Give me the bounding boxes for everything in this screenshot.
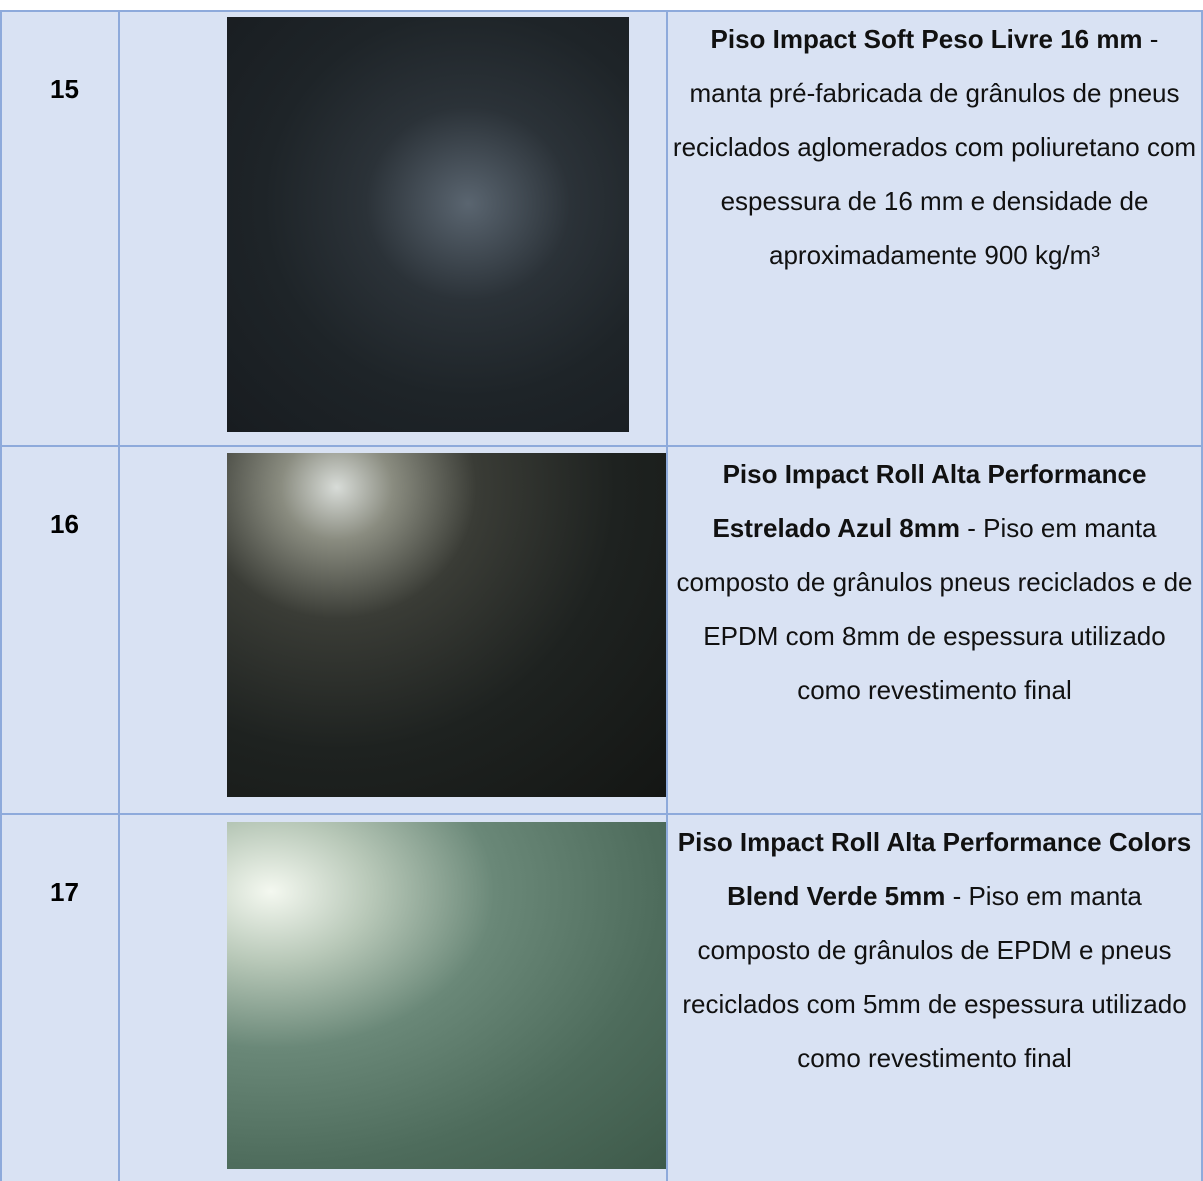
product-title: Piso Impact Roll Alta Performance Colors… — [677, 827, 1192, 911]
product-title: Piso Impact Roll Alta Performance Estrel… — [712, 459, 1147, 543]
row-number: 16 — [50, 509, 79, 539]
row-number-cell: 15 — [0, 10, 120, 447]
product-description: - manta pré-fabricada de grânulos de pne… — [672, 24, 1197, 270]
row-number-cell: 17 — [0, 813, 120, 1181]
image-cell — [118, 445, 668, 815]
row-number-cell: 16 — [0, 445, 120, 815]
product-description: - Piso em manta composto de grânulos de … — [682, 881, 1187, 1073]
floor-photo — [227, 17, 629, 432]
image-cell — [118, 813, 668, 1181]
table-row: 17 Piso Impact Roll Alta Performance Col… — [0, 813, 1203, 1181]
row-number: 17 — [50, 877, 79, 907]
description-cell: Piso Impact Roll Alta Performance Colors… — [666, 813, 1203, 1181]
product-description: - Piso em manta composto de grânulos pne… — [676, 513, 1193, 705]
product-title: Piso Impact Soft Peso Livre 16 mm — [710, 24, 1143, 54]
description-cell: Piso Impact Soft Peso Livre 16 mm - mant… — [666, 10, 1203, 447]
floor-photo — [227, 822, 666, 1169]
product-table: 15 Piso Impact Soft Peso Livre 16 mm - m… — [0, 10, 1203, 1181]
table-row: 15 Piso Impact Soft Peso Livre 16 mm - m… — [0, 10, 1203, 447]
image-cell — [118, 10, 668, 447]
row-number: 15 — [50, 74, 79, 104]
floor-photo — [227, 453, 666, 797]
table-row: 16 Piso Impact Roll Alta Performance Est… — [0, 445, 1203, 815]
description-cell: Piso Impact Roll Alta Performance Estrel… — [666, 445, 1203, 815]
